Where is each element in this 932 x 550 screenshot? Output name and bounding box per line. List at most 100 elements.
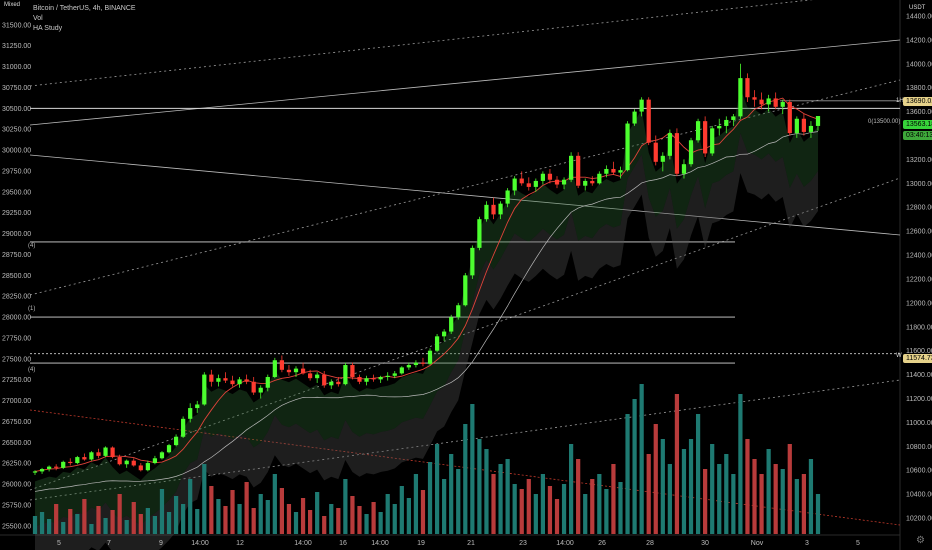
right-axis-tick-label: 13200.00 xyxy=(906,157,932,164)
volume-bar xyxy=(315,492,320,534)
level-w-label: W xyxy=(896,353,902,359)
candle-body xyxy=(653,142,658,162)
ma-slow-line xyxy=(34,131,819,492)
volume-bar xyxy=(512,484,517,534)
indicator-ha-label[interactable]: HA Study xyxy=(33,25,63,32)
candle-body xyxy=(131,460,136,466)
left-axis-tick-label: 26000.00 xyxy=(2,482,31,489)
candle-body xyxy=(639,99,644,112)
candle-body xyxy=(434,336,440,351)
candle-body xyxy=(293,368,299,373)
level-w-tag: 11574.73 xyxy=(903,354,932,363)
left-axis-tick-label: 25500.00 xyxy=(2,523,31,530)
candle-body xyxy=(357,376,362,382)
left-axis-tick-label: 26500.00 xyxy=(2,440,31,447)
countdown-tag: 03:40:13 xyxy=(903,131,932,140)
volume-bar xyxy=(420,490,426,534)
candle-body xyxy=(449,317,454,332)
candle-body xyxy=(470,247,475,276)
candle-body xyxy=(39,469,45,472)
candle-body xyxy=(731,116,736,120)
candle-body xyxy=(272,360,277,377)
indicator-vol-label[interactable]: Vol xyxy=(33,15,43,22)
volume-bar xyxy=(145,508,150,534)
candle-body xyxy=(618,170,623,173)
candle-body xyxy=(124,460,129,465)
candle-body xyxy=(724,119,729,126)
candle-body xyxy=(54,466,59,468)
candle-body xyxy=(216,378,221,382)
right-axis-tick-label: 10800.00 xyxy=(906,444,932,451)
candle-body xyxy=(780,102,785,107)
volume-bar xyxy=(646,454,651,534)
level-mid-text: 0(13500.00) xyxy=(868,119,901,125)
volume-bar xyxy=(674,394,680,534)
left-axis-tick-label: 31250.00 xyxy=(2,43,31,50)
x-axis-tick-label: 30 xyxy=(701,540,709,547)
level-label-2: (1) xyxy=(28,306,36,312)
volume-bar xyxy=(272,474,277,534)
candle-body xyxy=(413,362,419,366)
volume-bar xyxy=(695,414,701,534)
candle-body xyxy=(576,155,581,186)
right-axis-tick-label: 14200.00 xyxy=(906,37,932,44)
volume-bar xyxy=(639,384,644,534)
volume-bar xyxy=(413,474,419,534)
volume-bar xyxy=(519,489,524,534)
volume-bar xyxy=(209,486,214,534)
right-axis-tick-label: 14000.00 xyxy=(906,61,932,68)
candle-body xyxy=(611,168,616,173)
x-axis-tick-label: 28 xyxy=(646,540,654,547)
volume-bar xyxy=(759,474,764,534)
left-axis-tick-label: 29500.00 xyxy=(2,189,31,196)
candle-body xyxy=(329,381,334,386)
volume-bar xyxy=(286,504,292,534)
candle-body xyxy=(350,365,355,377)
volume-bar xyxy=(54,504,59,534)
candle-body xyxy=(752,97,757,100)
volume-bar xyxy=(336,508,341,534)
volume-bar xyxy=(561,484,567,534)
volume-bar xyxy=(724,454,729,534)
volume-bar xyxy=(632,399,637,534)
volume-bar xyxy=(103,518,108,534)
volume-bar xyxy=(604,489,609,534)
candle-body xyxy=(322,374,327,386)
volume-bar xyxy=(223,506,228,534)
candle-body xyxy=(547,173,553,180)
volume-bar xyxy=(117,494,122,534)
volume-bar xyxy=(364,514,369,534)
candle-body xyxy=(787,102,792,134)
volume-bar xyxy=(491,474,496,534)
volume-bar xyxy=(110,510,115,534)
candle-body xyxy=(540,173,546,181)
right-axis-tick-label: 12000.00 xyxy=(906,300,932,307)
candle-body xyxy=(159,452,165,459)
candle-body xyxy=(61,461,66,468)
volume-bar xyxy=(244,482,249,534)
scale-mode-label[interactable]: Mixed xyxy=(4,2,21,8)
volume-bar xyxy=(82,499,87,534)
gear-icon[interactable]: ⚙ xyxy=(916,535,925,546)
candle-body xyxy=(505,190,510,204)
volume-bar xyxy=(322,516,327,534)
volume-bar xyxy=(794,479,799,534)
left-axis-tick-label: 29750.00 xyxy=(2,168,31,175)
volume-bar xyxy=(815,494,821,534)
volume-bar xyxy=(752,459,757,534)
candle-body xyxy=(427,350,433,364)
volume-bar xyxy=(583,494,588,534)
volume-bar xyxy=(202,464,207,534)
candle-body xyxy=(766,98,771,105)
candle-body xyxy=(703,121,708,154)
volume-bar xyxy=(385,494,390,534)
right-axis-tick-label: 12200.00 xyxy=(906,276,932,283)
right-axis-tick-label: 11800.00 xyxy=(906,324,932,331)
symbol-title: Bitcoin / TetherUS, 4h, BINANCE xyxy=(33,5,136,12)
volume-bar xyxy=(371,502,376,534)
right-axis-tick-label: 10600.00 xyxy=(906,468,932,475)
volume-bar xyxy=(681,449,687,534)
trend-line-2 xyxy=(29,154,901,236)
volume-bar xyxy=(357,506,362,534)
